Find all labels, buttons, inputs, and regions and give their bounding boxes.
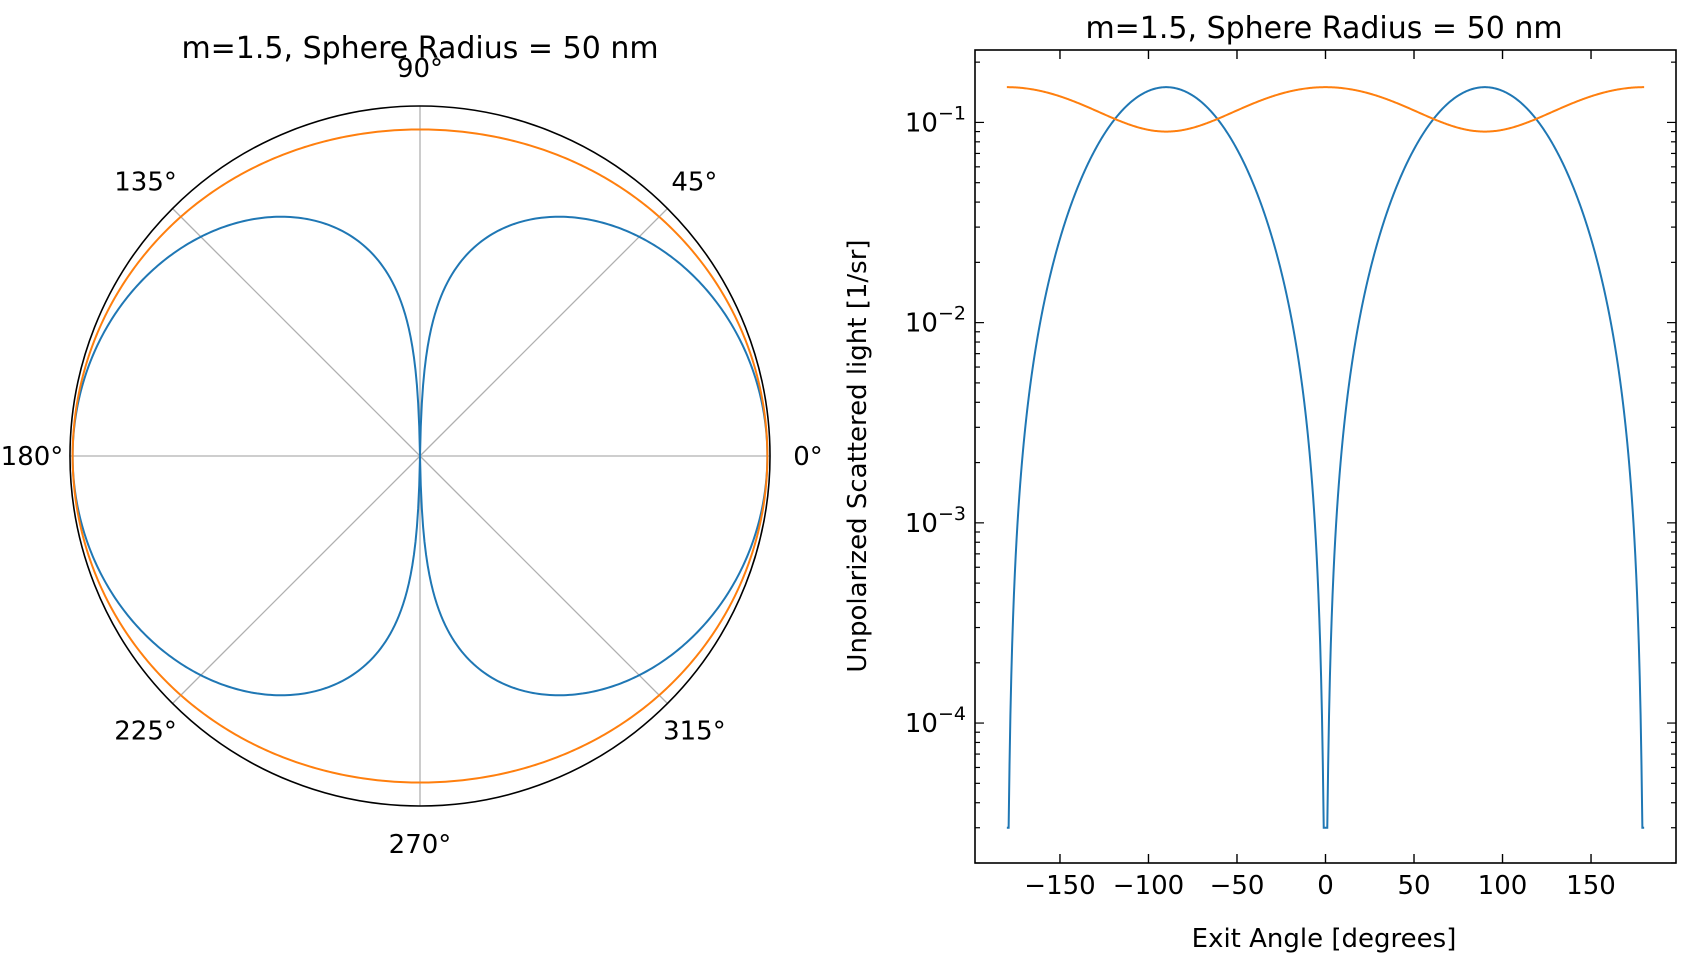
x-tick-label: 150: [1566, 871, 1616, 901]
polar-angle-label-45: 45°: [671, 168, 717, 198]
polar-gridline-45: [419, 208, 668, 457]
y-axis-ticks: [975, 61, 1676, 864]
x-axis-label: Exit Angle [degrees]: [1192, 924, 1457, 954]
polar-gridline-135: [172, 208, 421, 457]
polar-gridline-225: [172, 455, 421, 704]
x-tick-label: 0: [1317, 871, 1334, 901]
polar-gridline-315: [419, 455, 668, 704]
polar-series-unpolarized: [71, 128, 769, 784]
polar-angle-label-270: 270°: [389, 830, 452, 860]
x-tick-label: −150: [1024, 871, 1095, 901]
polar-series: [71, 128, 769, 784]
x-tick-label: 50: [1397, 871, 1430, 901]
x-tick-label: −50: [1210, 871, 1265, 901]
x-axis-tick-labels: −150 −100 −50 0 50 100 150: [1024, 871, 1616, 901]
polar-frame: [69, 105, 771, 807]
polar-angle-label-135: 135°: [114, 168, 177, 198]
polar-angle-label-90: 90°: [397, 54, 443, 84]
x-tick-label: −100: [1113, 871, 1184, 901]
line-chart: m=1.5, Sphere Radius = 50 nm −150 −100 −…: [843, 11, 1677, 954]
polar-angle-label-225: 225°: [114, 716, 177, 746]
line-chart-title: m=1.5, Sphere Radius = 50 nm: [1085, 11, 1562, 46]
polar-angle-label-180: 180°: [1, 442, 64, 472]
y-tick-label: 10−1: [905, 102, 966, 138]
y-axis-tick-labels: 10−1 10−2 10−3 10−4: [905, 102, 966, 739]
polar-angle-labels: 0° 45° 90° 135° 180° 225° 270° 315°: [1, 54, 823, 860]
line-series-unpolarized: [1006, 86, 1645, 133]
line-chart-series: [1006, 86, 1645, 829]
polar-grid: [70, 106, 770, 806]
y-tick-label: 10−3: [905, 503, 966, 539]
polar-angle-label-315: 315°: [663, 716, 726, 746]
y-axis-label: Unpolarized Scattered light [1/sr]: [843, 239, 873, 672]
y-tick-label: 10−4: [905, 703, 966, 739]
x-tick-label: 100: [1478, 871, 1528, 901]
polar-angle-label-0: 0°: [793, 442, 823, 472]
y-tick-label: 10−2: [905, 303, 966, 339]
polar-chart: m=1.5, Sphere Radius = 50 nm 0° 45° 90° …: [1, 31, 823, 860]
polar-title: m=1.5, Sphere Radius = 50 nm: [181, 31, 658, 66]
line-series-parallel: [1006, 86, 1645, 829]
x-axis-ticks: [1059, 50, 1592, 863]
